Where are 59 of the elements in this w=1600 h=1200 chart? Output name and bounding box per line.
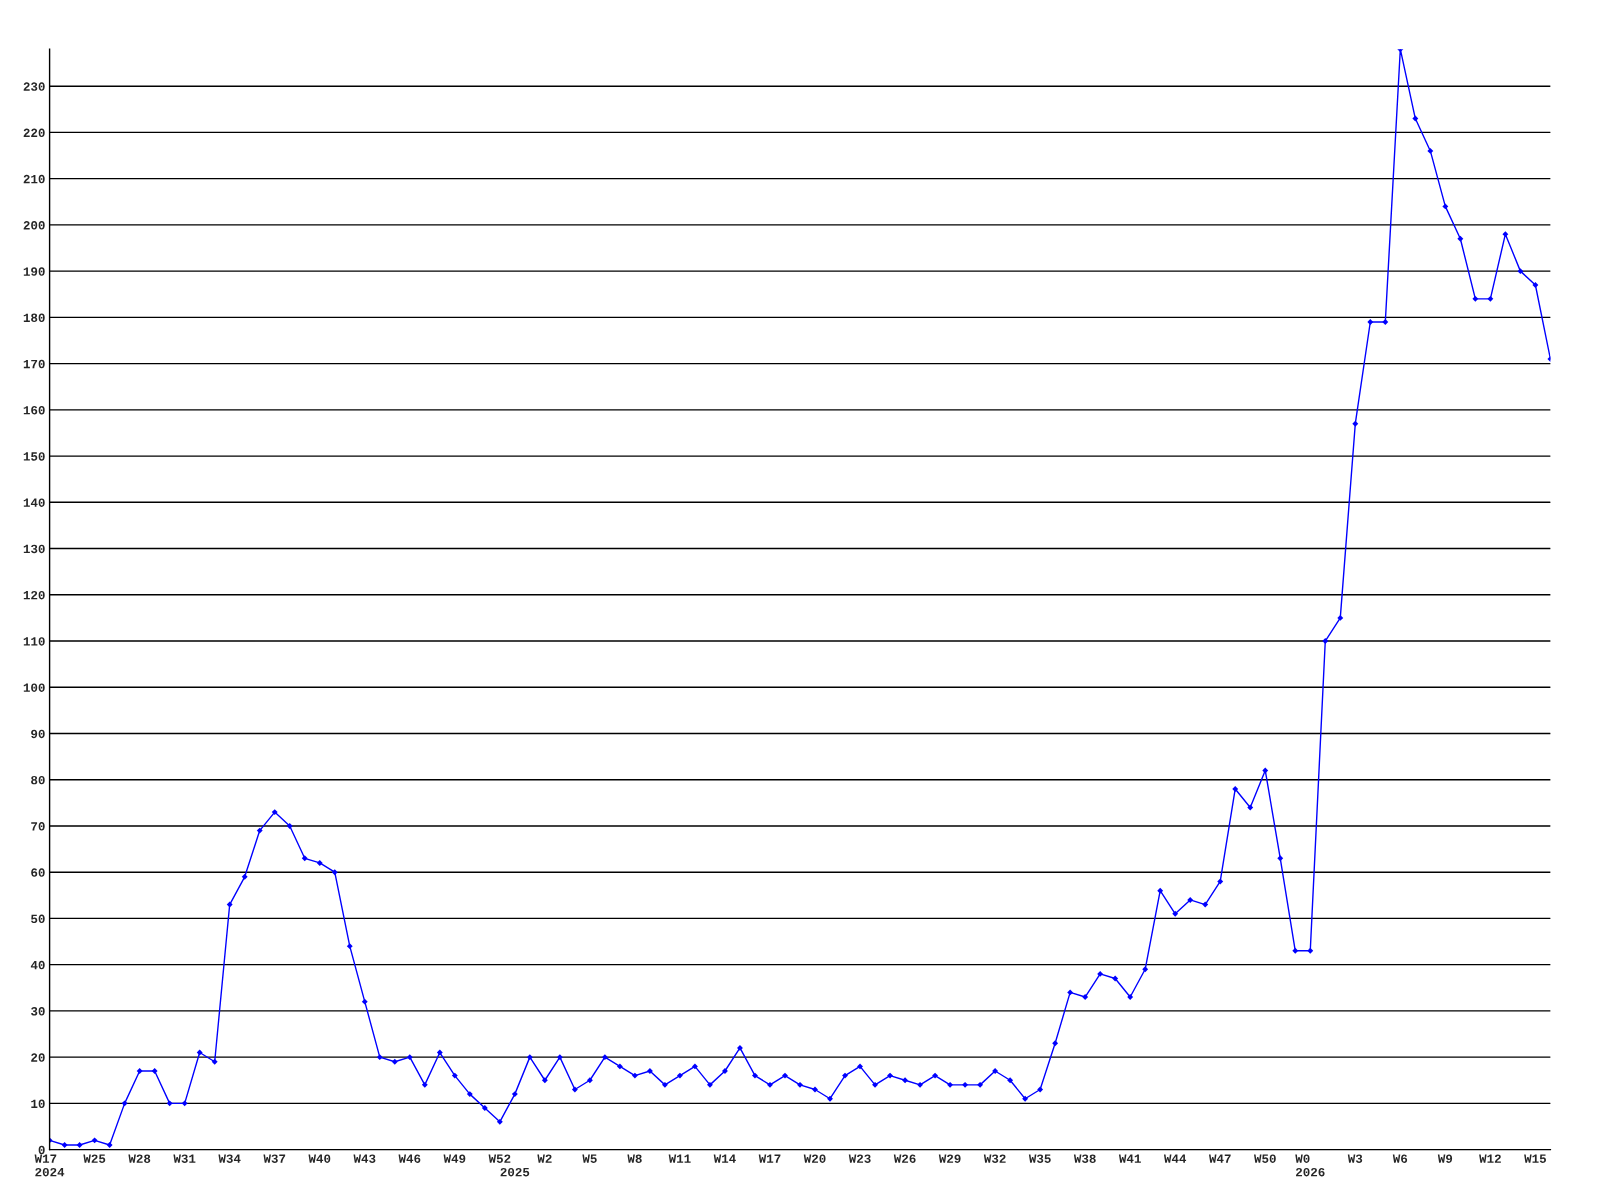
y-tick-label: 10 bbox=[31, 1099, 45, 1109]
y-tick-label: 20 bbox=[31, 1053, 45, 1062]
y-tick-label: 110 bbox=[23, 637, 45, 646]
y-tick-label: 170 bbox=[23, 359, 45, 369]
x-tick-label: W35 bbox=[1028, 1154, 1051, 1163]
x-tick-label: W0 2026 bbox=[1295, 1154, 1325, 1177]
y-tick-label: 230 bbox=[23, 82, 45, 91]
x-tick-label: W14 bbox=[713, 1154, 736, 1163]
y-tick-label: 0 bbox=[38, 1145, 45, 1155]
y-tick-label: 220 bbox=[23, 128, 45, 138]
y-tick-label: 70 bbox=[31, 822, 45, 831]
x-tick-label: W2 bbox=[537, 1154, 552, 1163]
x-tick-label: W49 bbox=[443, 1154, 466, 1163]
x-tick-label: W9 bbox=[1437, 1154, 1453, 1163]
x-tick-label: W28 bbox=[128, 1154, 151, 1163]
x-tick-label: W23 bbox=[848, 1154, 871, 1163]
x-tick-label: W3 bbox=[1347, 1154, 1363, 1163]
x-tick-label: W43 bbox=[353, 1154, 376, 1163]
y-tick-label: 60 bbox=[31, 868, 45, 877]
x-tick-label: W20 bbox=[803, 1154, 826, 1163]
y-tick-label: 140 bbox=[23, 498, 45, 507]
x-tick-label: W25 bbox=[83, 1154, 106, 1163]
y-tick-label: 200 bbox=[23, 221, 45, 230]
y-tick-label: 90 bbox=[31, 729, 45, 739]
y-tick-label: 160 bbox=[23, 406, 45, 415]
y-tick-label: 190 bbox=[23, 267, 45, 276]
y-tick-label: 40 bbox=[30, 960, 45, 970]
x-tick-label: W12 bbox=[1479, 1154, 1501, 1163]
x-tick-label: W32 bbox=[983, 1154, 1006, 1163]
y-tick-label: 150 bbox=[23, 452, 45, 461]
x-tick-label: W37 bbox=[263, 1154, 286, 1163]
x-tick-label: W31 bbox=[173, 1154, 196, 1163]
y-tick-label: 180 bbox=[23, 313, 45, 323]
x-tick-label: W17 bbox=[758, 1154, 781, 1163]
x-tick-label: W46 bbox=[398, 1154, 421, 1163]
y-tick-label: 100 bbox=[23, 683, 45, 692]
x-tick-label: W11 bbox=[668, 1154, 691, 1163]
x-tick-label: W26 bbox=[893, 1154, 916, 1163]
x-tick-label: W34 bbox=[218, 1154, 241, 1163]
y-tick-label: 80 bbox=[31, 775, 45, 785]
y-tick-label: 50 bbox=[31, 914, 45, 924]
x-tick-label: W47 bbox=[1208, 1154, 1231, 1163]
x-tick-label: W38 bbox=[1073, 1154, 1096, 1163]
x-tick-label: W41 bbox=[1118, 1154, 1141, 1163]
x-tick-label: W52 bbox=[488, 1154, 511, 1163]
y-tick-label: 210 bbox=[23, 174, 45, 184]
y-tick-label: 30 bbox=[31, 1007, 45, 1016]
x-tick-label: W15 bbox=[1524, 1154, 1546, 1163]
x-tick-label: W50 bbox=[1254, 1154, 1276, 1163]
x-tick-label: 2025 bbox=[500, 1167, 530, 1177]
y-tick-label: 130 bbox=[23, 544, 45, 554]
x-tick-label: W5 bbox=[582, 1154, 597, 1163]
x-tick-label: W44 bbox=[1163, 1154, 1187, 1163]
x-tick-label: W17 2024 bbox=[34, 1154, 65, 1177]
x-tick-label: W8 bbox=[627, 1154, 642, 1163]
y-tick-label: 120 bbox=[23, 590, 45, 600]
x-tick-label: W29 bbox=[938, 1154, 961, 1163]
x-tick-label: W6 bbox=[1392, 1154, 1408, 1163]
x-tick-label: W40 bbox=[308, 1154, 331, 1163]
